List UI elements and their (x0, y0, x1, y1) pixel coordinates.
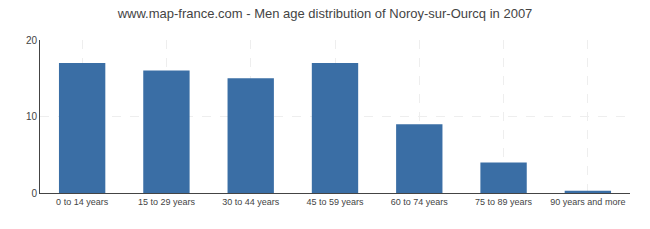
svg-text:75 to 89 years: 75 to 89 years (475, 197, 533, 207)
svg-text:90 years and more: 90 years and more (550, 197, 625, 207)
svg-text:10: 10 (26, 111, 38, 122)
svg-text:30 to 44 years: 30 to 44 years (222, 197, 280, 207)
svg-text:20: 20 (26, 35, 38, 46)
svg-text:0 to 14 years: 0 to 14 years (56, 197, 109, 207)
svg-text:45 to 59 years: 45 to 59 years (306, 197, 364, 207)
svg-text:60 to 74 years: 60 to 74 years (391, 197, 449, 207)
svg-text:www.map-france.com - Men age d: www.map-france.com - Men age distributio… (117, 6, 533, 21)
svg-text:0: 0 (31, 188, 37, 199)
svg-text:15 to 29 years: 15 to 29 years (138, 197, 196, 207)
